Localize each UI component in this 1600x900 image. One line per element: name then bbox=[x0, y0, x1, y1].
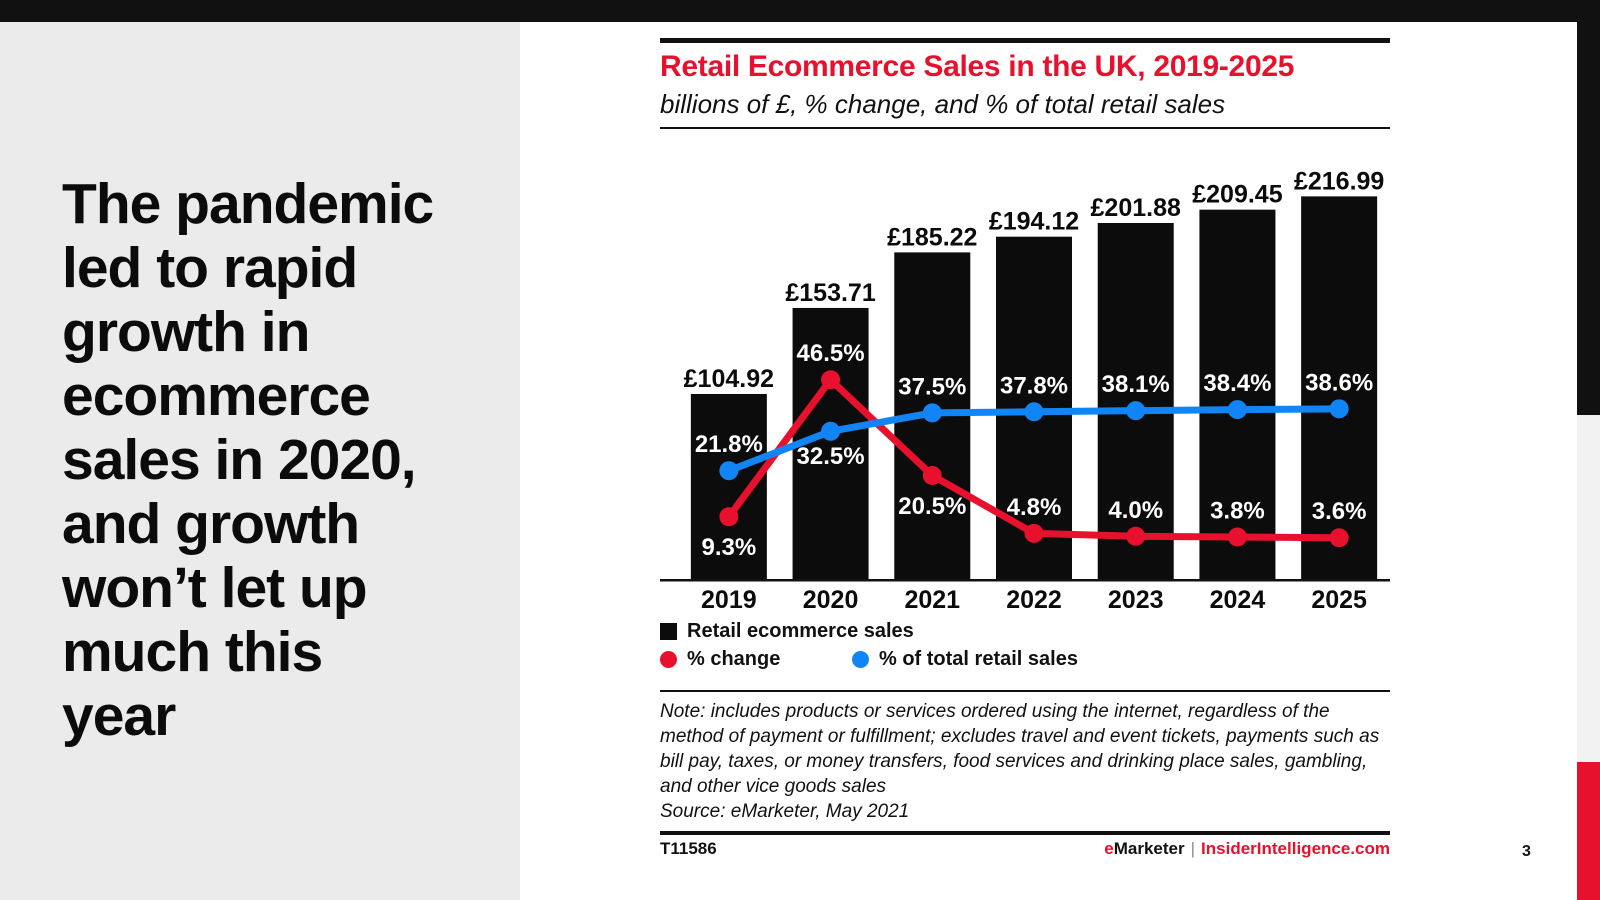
bar-value-label-2019: £104.92 bbox=[684, 365, 774, 393]
chart-title: Retail Ecommerce Sales in the UK, 2019-2… bbox=[660, 50, 1295, 83]
chart-subtitle: billions of £, % change, and % of total … bbox=[660, 89, 1226, 119]
line-label-pct-of-total-2023: 38.1% bbox=[1102, 371, 1170, 398]
x-tick-2019: 2019 bbox=[701, 586, 757, 614]
point-pct-change-2025 bbox=[1329, 528, 1349, 548]
legend-bar-label: Retail ecommerce sales bbox=[687, 620, 914, 642]
bar-2024 bbox=[1199, 209, 1276, 579]
red-dot-icon bbox=[660, 651, 677, 668]
header-rule-thin bbox=[660, 127, 1390, 129]
line-label-pct-change-2024: 3.8% bbox=[1210, 498, 1265, 525]
bar-value-label-2024: £209.45 bbox=[1192, 181, 1282, 209]
line-label-pct-of-total-2024: 38.4% bbox=[1203, 370, 1271, 397]
page-number: 3 bbox=[1522, 843, 1531, 860]
bar-swatch-icon bbox=[660, 623, 677, 640]
note-block: Note: includes products or services orde… bbox=[660, 699, 1398, 824]
point-pct-of-total-2019 bbox=[719, 461, 739, 481]
bar-value-label-2020: £153.71 bbox=[785, 279, 875, 307]
line-label-pct-change-2022: 4.8% bbox=[1007, 494, 1062, 521]
note-text: Note: includes products or services orde… bbox=[660, 701, 1380, 797]
point-pct-change-2024 bbox=[1227, 527, 1247, 547]
legend-line1-label: % change bbox=[687, 648, 781, 670]
chart-panel: Retail Ecommerce Sales in the UK, 2019-2… bbox=[660, 0, 1390, 900]
line-label-pct-of-total-2020: 32.5% bbox=[797, 443, 865, 470]
legend-item-pct-total: % of total retail sales bbox=[852, 648, 1078, 671]
x-axis-line bbox=[660, 579, 1390, 582]
footer: T11586 eMarketer | InsiderIntelligence.com bbox=[660, 839, 1390, 859]
legend-item-bars: Retail ecommerce sales bbox=[660, 620, 914, 643]
x-tick-2020: 2020 bbox=[803, 586, 859, 614]
point-pct-of-total-2023 bbox=[1126, 401, 1146, 421]
right-edge-black-stripe bbox=[1577, 0, 1600, 415]
point-pct-of-total-2025 bbox=[1329, 399, 1349, 419]
chart-svg: £104.92 £153.71 £185.22 £194.12 £201.88 £209.… bbox=[660, 167, 1390, 614]
legend-row-bars: Retail ecommerce sales bbox=[660, 620, 914, 643]
point-pct-of-total-2020 bbox=[821, 421, 841, 441]
line-label-pct-change-2019: 9.3% bbox=[702, 534, 757, 561]
note-rule bbox=[660, 690, 1390, 692]
footer-rule bbox=[660, 831, 1390, 835]
right-edge-gray-stripe bbox=[1577, 415, 1600, 762]
x-tick-2023: 2023 bbox=[1108, 586, 1164, 614]
line-label-pct-of-total-2022: 37.8% bbox=[1000, 372, 1068, 399]
bar-value-label-2022: £194.12 bbox=[989, 208, 1079, 236]
top-black-bar bbox=[0, 0, 1600, 22]
point-pct-of-total-2021 bbox=[922, 403, 942, 423]
point-pct-change-2021 bbox=[922, 465, 942, 485]
bar-2023 bbox=[1097, 223, 1174, 579]
bar-2025 bbox=[1301, 196, 1378, 579]
slide-headline: The pandemic led to rapid growth in ecom… bbox=[62, 172, 434, 748]
line-label-pct-change-2021: 20.5% bbox=[898, 493, 966, 520]
point-pct-of-total-2024 bbox=[1227, 400, 1247, 420]
bar-value-label-2025: £216.99 bbox=[1294, 167, 1384, 195]
line-label-pct-of-total-2021: 37.5% bbox=[898, 373, 966, 400]
line-label-pct-change-2020: 46.5% bbox=[797, 340, 865, 367]
line-label-pct-change-2023: 4.0% bbox=[1108, 497, 1163, 524]
legend-item-pct-change: % change bbox=[660, 648, 852, 671]
brand-lockup: eMarketer | InsiderIntelligence.com bbox=[1104, 839, 1390, 859]
brand-separator: | bbox=[1190, 839, 1196, 858]
left-panel: The pandemic led to rapid growth in ecom… bbox=[0, 22, 520, 900]
right-edge-red-stripe bbox=[1577, 762, 1600, 900]
header-rule-thick bbox=[660, 38, 1390, 43]
line-label-pct-of-total-2019: 21.8% bbox=[695, 431, 763, 458]
legend-line2-label: % of total retail sales bbox=[879, 648, 1078, 670]
chart-id: T11586 bbox=[660, 839, 717, 858]
brand-site: InsiderIntelligence.com bbox=[1201, 839, 1390, 858]
x-tick-2024: 2024 bbox=[1210, 586, 1266, 614]
point-pct-of-total-2022 bbox=[1024, 402, 1044, 422]
brand-e: e bbox=[1104, 839, 1114, 858]
brand-marketer: Marketer bbox=[1113, 839, 1185, 858]
x-tick-2022: 2022 bbox=[1006, 586, 1062, 614]
point-pct-change-2019 bbox=[719, 507, 739, 527]
point-pct-change-2023 bbox=[1126, 526, 1146, 546]
point-pct-change-2020 bbox=[821, 370, 841, 390]
blue-dot-icon bbox=[852, 651, 869, 668]
source-text: Source: eMarketer, May 2021 bbox=[660, 801, 910, 822]
legend-row-lines: % change % of total retail sales bbox=[660, 648, 1078, 671]
line-label-pct-change-2025: 3.6% bbox=[1312, 498, 1367, 525]
x-tick-2025: 2025 bbox=[1311, 586, 1367, 614]
point-pct-change-2022 bbox=[1024, 523, 1044, 543]
line-label-pct-of-total-2025: 38.6% bbox=[1305, 369, 1373, 396]
bar-value-label-2023: £201.88 bbox=[1091, 194, 1181, 222]
x-tick-2021: 2021 bbox=[904, 586, 960, 614]
bar-value-label-2021: £185.22 bbox=[887, 223, 977, 251]
